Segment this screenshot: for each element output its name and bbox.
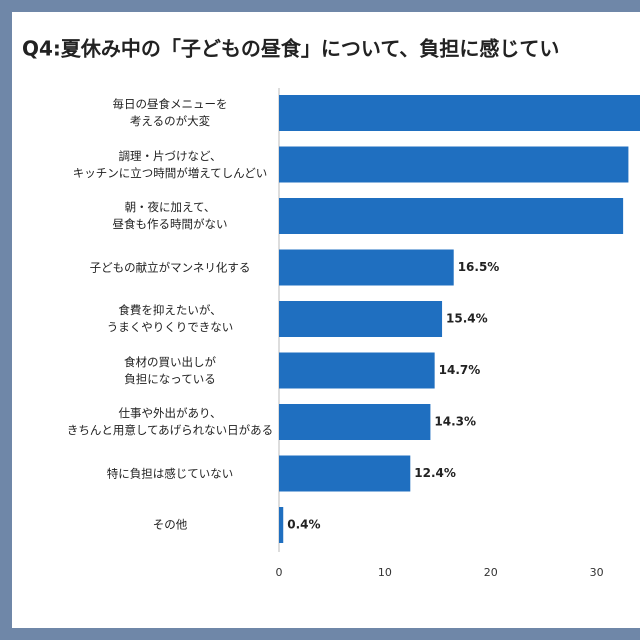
bar — [279, 404, 431, 440]
bar — [279, 352, 435, 389]
category-label: 子どもの献立がマンネリ化する — [89, 260, 251, 274]
x-tick-label: 10 — [378, 566, 392, 579]
chart-title: Q4:夏休み中の「子どもの昼食」について、負担に感じてい — [22, 37, 559, 61]
category-label: 調理・片づけなど、 キッチンに立つ時間が増えてしんどい — [72, 148, 268, 180]
x-tick-label: 30 — [590, 566, 604, 579]
bar — [279, 301, 443, 337]
category-label: 朝・夜に加えて、 昼食も作る時間がない — [112, 200, 228, 231]
value-label: 14.7% — [439, 363, 481, 377]
bar — [279, 95, 640, 131]
value-label: 0.4% — [287, 518, 320, 532]
category-label: 毎日の昼食メニューを 考えるのが大変 — [112, 97, 228, 128]
value-label: 14.3% — [434, 415, 476, 429]
bar — [279, 455, 411, 492]
category-label: 食費を抑えたいが、 うまくやりくりできない — [106, 303, 234, 334]
category-label: 食材の買い出しが 負担になっている — [124, 354, 216, 386]
bar — [279, 249, 454, 286]
bar — [279, 146, 629, 183]
category-label: その他 — [152, 517, 188, 532]
bar — [279, 198, 624, 234]
value-label: 16.5% — [458, 260, 500, 274]
value-label: 12.4% — [414, 466, 456, 480]
x-tick-label: 0 — [276, 566, 283, 579]
category-label: 仕事や外出があり、 きちんと用意してあげられない日がある — [66, 406, 274, 437]
x-tick-label: 20 — [484, 566, 498, 579]
value-label: 15.4% — [446, 312, 488, 326]
category-label: 特に負担は感じていない — [106, 466, 234, 480]
bar — [279, 507, 284, 543]
